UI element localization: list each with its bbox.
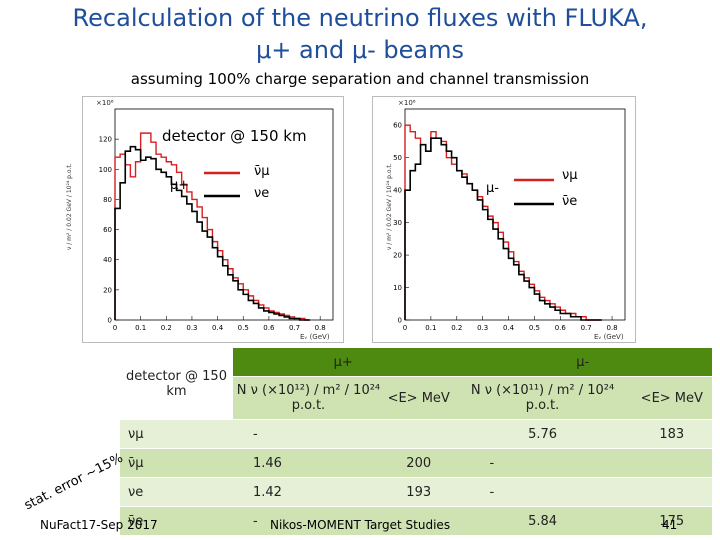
left-beam-label: μ+ [170, 178, 190, 193]
results-table-wrapper: detector @ 150 km μ+ μ- N ν (×10¹²) / m²… [120, 348, 712, 536]
y-tick-label: 80 [103, 196, 112, 204]
cell-e-plus: 200 [383, 448, 454, 478]
cell-e-minus: 175 [631, 506, 712, 536]
cell-n-plus: 1.42 [232, 477, 384, 507]
left-legend-2: νe [254, 186, 270, 201]
slide-title-line2: μ+ and μ- beams [256, 36, 464, 64]
cell-n-minus: - [453, 477, 632, 507]
cell-n-minus: 5.84 [453, 506, 632, 536]
table-col-e-minus: <E> MeV [631, 376, 712, 420]
y-tick-label: 60 [103, 226, 112, 234]
left-plot-ylabel: ν / m² / 0.02 GeV / 10²⁴ p.o.t. [66, 163, 73, 250]
cell-e-minus [631, 477, 712, 507]
x-tick-label: 0.8 [606, 324, 617, 332]
y-tick-label: 100 [99, 166, 112, 174]
y-tick-label: 40 [393, 187, 402, 195]
row-label: ν̄e [120, 506, 233, 536]
y-tick-label: 0 [398, 317, 402, 325]
table-beam-plus: μ+ [232, 348, 454, 377]
x-tick-label: 0 [113, 324, 117, 332]
row-label: νμ [120, 419, 233, 449]
page-number: 41 [662, 518, 678, 532]
table-row: ν̄μ 1.46 200 - [120, 448, 712, 478]
left-plot-xlabel: Eᵥ (GeV) [300, 333, 330, 341]
plot-area [404, 108, 626, 321]
footer-left: NuFact17-Sep 2017 [40, 518, 158, 532]
y-tick-label: 30 [393, 219, 402, 227]
table-beam-minus: μ- [453, 348, 712, 377]
series-line-black [404, 137, 602, 321]
x-tick-label: 0.6 [263, 324, 275, 332]
series-line-red [404, 124, 602, 321]
series-line-black [114, 145, 310, 321]
x-tick-label: 0.7 [289, 324, 300, 332]
table-corner: detector @ 150 km [120, 348, 233, 420]
x-tick-label: 0.8 [315, 324, 326, 332]
left-plot-exponent: ×10⁶ [96, 99, 114, 107]
right-plot-xlabel: Eᵥ (GeV) [594, 333, 624, 341]
right-flux-chart: 0 10 20 30 40 50 60 0 0.1 0.2 0.3 0.4 0.5 0.6 0.7 0.8 [393, 108, 626, 332]
cell-n-minus: - [453, 448, 632, 478]
x-tick-label: 0.5 [238, 324, 249, 332]
x-tick-label: 0.3 [186, 324, 197, 332]
y-tick-label: 20 [393, 252, 402, 260]
cell-e-plus: 193 [383, 477, 454, 507]
slide-title-line1: Recalculation of the neutrino fluxes wit… [72, 4, 648, 32]
x-tick-label: 0.4 [212, 324, 224, 332]
stat-error-note: stat. error ~15% [22, 450, 126, 514]
left-legend-swatches [204, 171, 240, 198]
x-tick-label: 0 [403, 324, 407, 332]
row-label: νe [120, 477, 233, 507]
cell-n-minus: 5.76 [453, 419, 632, 449]
left-legend-1: ν̄μ [254, 164, 270, 179]
x-tick-label: 0.7 [581, 324, 592, 332]
x-tick-label: 0.4 [503, 324, 515, 332]
y-tick-label: 120 [99, 136, 112, 144]
y-tick-label: 10 [393, 284, 402, 292]
results-table: detector @ 150 km μ+ μ- N ν (×10¹²) / m²… [120, 348, 712, 536]
row-label: ν̄μ [120, 448, 233, 478]
x-tick-label: 0.1 [135, 324, 146, 332]
y-tick-label: 40 [103, 256, 112, 264]
cell-n-plus: 1.46 [232, 448, 384, 478]
x-tick-label: 0.2 [451, 324, 462, 332]
x-tick-label: 0.1 [425, 324, 436, 332]
table-row: νμ - 5.76 183 [120, 419, 712, 449]
right-plot-exponent: ×10⁶ [398, 99, 416, 107]
right-legend-swatches [514, 178, 554, 206]
x-tick-label: 0.2 [161, 324, 172, 332]
left-flux-chart: 0 20 40 60 80 100 120 0 0.1 0.2 0.3 0.4 0.5 0.6 0.7 0.8 [99, 108, 334, 332]
series-line-red [114, 132, 310, 321]
cell-e-minus [631, 448, 712, 478]
right-legend-1: νμ [562, 168, 578, 183]
footer-center: Nikos-MOMENT Target Studies [270, 518, 451, 532]
y-tick-label: 60 [393, 122, 402, 130]
cell-e-minus: 183 [631, 419, 712, 449]
cell-e-plus [383, 506, 454, 536]
table-row: ν̄e - 5.84 175 [120, 506, 712, 536]
right-plot-frame: 0 10 20 30 40 50 60 0 0.1 0.2 0.3 0.4 0.5 0.6 0.7 0.8 [372, 96, 636, 343]
y-tick-label: 0 [108, 317, 112, 325]
cell-n-plus: - [232, 506, 384, 536]
detector-note: detector @ 150 km [158, 127, 311, 145]
x-tick-label: 0.6 [555, 324, 567, 332]
table-col-e-plus: <E> MeV [383, 376, 454, 420]
y-tick-label: 50 [393, 154, 402, 162]
cell-n-plus: - [232, 419, 384, 449]
cell-e-plus [383, 419, 454, 449]
x-tick-label: 0.3 [477, 324, 488, 332]
table-col-n-minus: N ν (×10¹¹) / m² / 10²⁴ p.o.t. [453, 376, 632, 420]
slide-subtitle: assuming 100% charge separation and chan… [130, 70, 590, 88]
table-col-n-plus: N ν (×10¹²) / m² / 10²⁴ p.o.t. [232, 376, 384, 420]
right-legend-2: ν̄e [562, 194, 578, 209]
right-plot-ylabel: ν / m² / 0.02 GeV / 10²⁴ p.o.t. [386, 163, 393, 250]
right-beam-label: μ- [486, 181, 499, 196]
y-tick-label: 20 [103, 286, 112, 294]
table-row: νe 1.42 193 - [120, 477, 712, 507]
x-tick-label: 0.5 [529, 324, 540, 332]
